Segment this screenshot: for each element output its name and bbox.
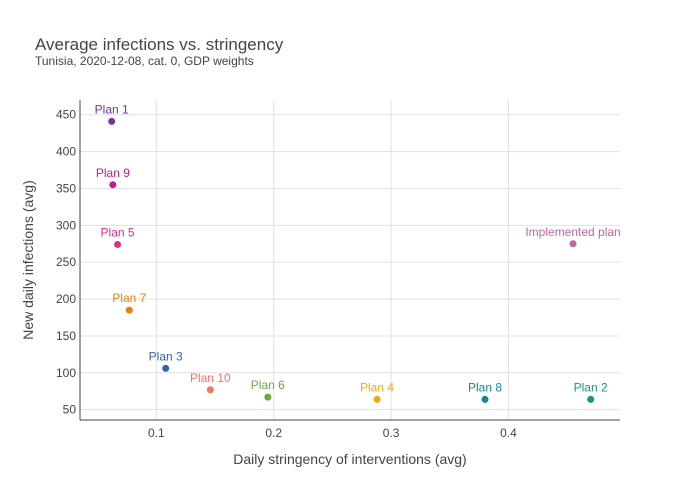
data-point-label: Plan 10 [190, 371, 231, 385]
y-tick-label: 450 [56, 108, 76, 122]
x-tick-label: 0.4 [500, 426, 517, 440]
x-tick-label: 0.3 [383, 426, 400, 440]
y-tick-label: 200 [56, 292, 76, 306]
chart-title: Average infections vs. stringency [35, 35, 284, 54]
y-tick-label: 50 [63, 403, 77, 417]
x-axis-ticks: 0.1 0.2 0.3 0.4 [148, 426, 517, 440]
data-point[interactable] [569, 240, 577, 248]
data-point-label: Plan 8 [468, 380, 502, 394]
data-point-label: Plan 3 [149, 349, 183, 363]
data-point-label: Plan 5 [101, 226, 135, 240]
y-tick-label: 300 [56, 218, 76, 232]
y-tick-label: 350 [56, 181, 76, 195]
data-point-label: Plan 2 [574, 380, 608, 394]
data-point-label: Plan 6 [251, 378, 285, 392]
data-point[interactable] [114, 241, 122, 249]
data-point[interactable] [125, 306, 133, 314]
y-tick-label: 100 [56, 366, 76, 380]
data-point-label: Plan 1 [95, 102, 129, 116]
data-point[interactable] [206, 386, 214, 394]
data-point-label: Implemented plan [525, 225, 620, 239]
y-tick-label: 150 [56, 329, 76, 343]
data-point-label: Plan 7 [112, 291, 146, 305]
x-tick-label: 0.2 [265, 426, 282, 440]
y-tick-label: 400 [56, 145, 76, 159]
chart-subtitle: Tunisia, 2020-12-08, cat. 0, GDP weights [35, 54, 254, 68]
data-point-label: Plan 9 [96, 166, 130, 180]
data-point[interactable] [481, 395, 489, 403]
data-point[interactable] [109, 181, 117, 189]
data-point[interactable] [264, 393, 272, 401]
axes [79, 100, 620, 421]
data-point[interactable] [108, 117, 116, 125]
y-tick-label: 250 [56, 255, 76, 269]
data-point[interactable] [162, 364, 170, 372]
data-point[interactable] [587, 395, 595, 403]
x-tick-label: 0.1 [148, 426, 165, 440]
y-axis-ticks: 50 100 150 200 250 300 350 400 450 [56, 108, 76, 417]
gridlines [80, 100, 620, 420]
data-point[interactable] [373, 395, 381, 403]
y-axis-title: New daily infections (avg) [20, 180, 36, 340]
data-point-label: Plan 4 [360, 380, 394, 394]
x-axis-title: Daily stringency of interventions (avg) [233, 451, 466, 467]
data-points: Plan 1 Plan 9 Plan 5 Plan 7 Plan 3 Plan 10 Pla… [95, 102, 621, 403]
